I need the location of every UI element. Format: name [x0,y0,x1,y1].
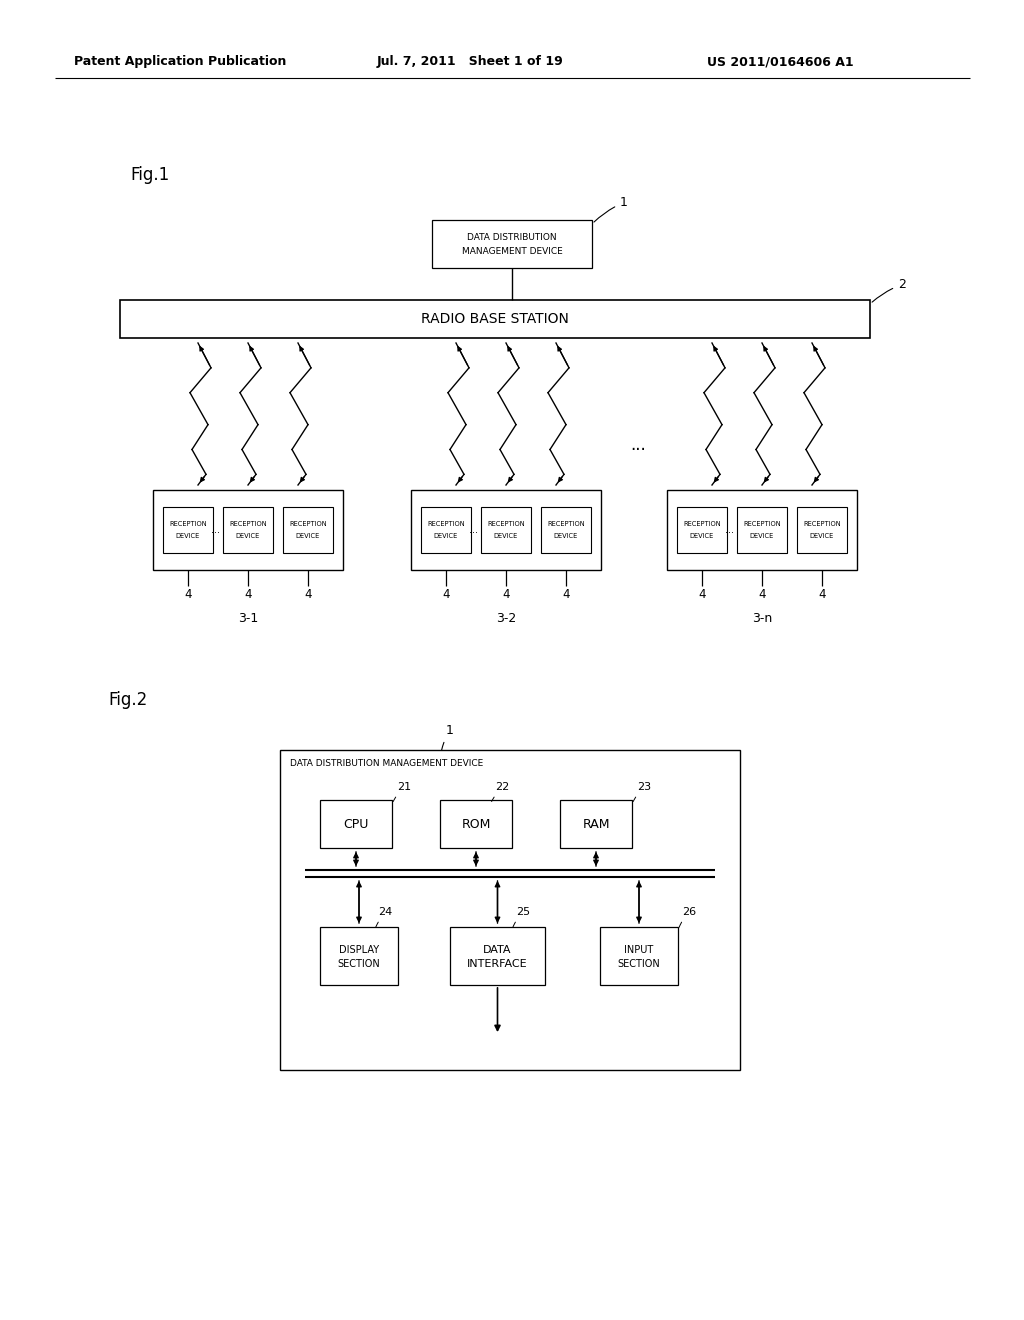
Text: DEVICE: DEVICE [494,533,518,539]
Text: INTERFACE: INTERFACE [467,960,527,969]
Text: INPUT: INPUT [625,945,653,954]
Text: RECEPTION: RECEPTION [803,521,841,527]
Text: US 2011/0164606 A1: US 2011/0164606 A1 [707,55,853,69]
Text: 24: 24 [376,907,393,928]
Text: RECEPTION: RECEPTION [487,521,525,527]
Bar [153,490,343,570]
Text: DEVICE: DEVICE [434,533,458,539]
Text: 4: 4 [502,589,510,602]
Text: 1: 1 [594,195,628,222]
Bar [600,927,678,985]
Bar [223,507,273,553]
Text: DEVICE: DEVICE [690,533,714,539]
Text: SECTION: SECTION [338,960,380,969]
Text: RECEPTION: RECEPTION [289,521,327,527]
Text: DEVICE: DEVICE [750,533,774,539]
Bar [440,800,512,847]
Bar [737,507,787,553]
Text: RECEPTION: RECEPTION [427,521,465,527]
Text: RAM: RAM [583,817,609,830]
Text: MANAGEMENT DEVICE: MANAGEMENT DEVICE [462,247,562,256]
Bar [163,507,213,553]
Text: DATA: DATA [483,945,512,954]
Text: RECEPTION: RECEPTION [683,521,721,527]
Text: Patent Application Publication: Patent Application Publication [74,55,286,69]
Text: 3-1: 3-1 [238,611,258,624]
Text: ...: ... [469,525,478,535]
Text: DEVICE: DEVICE [296,533,321,539]
Text: 4: 4 [442,589,450,602]
Text: ...: ... [212,525,220,535]
Bar [541,507,591,553]
Text: DATA DISTRIBUTION: DATA DISTRIBUTION [467,232,557,242]
Text: RECEPTION: RECEPTION [169,521,207,527]
Text: DATA DISTRIBUTION MANAGEMENT DEVICE: DATA DISTRIBUTION MANAGEMENT DEVICE [290,759,483,768]
Bar [450,927,545,985]
Text: 4: 4 [245,589,252,602]
Text: 25: 25 [513,907,529,928]
Bar [421,507,471,553]
Text: DEVICE: DEVICE [236,533,260,539]
Text: DEVICE: DEVICE [176,533,200,539]
Text: 4: 4 [698,589,706,602]
Text: 4: 4 [818,589,825,602]
Text: SECTION: SECTION [617,960,660,969]
Text: RECEPTION: RECEPTION [547,521,585,527]
Text: Jul. 7, 2011   Sheet 1 of 19: Jul. 7, 2011 Sheet 1 of 19 [377,55,563,69]
Text: Fig.2: Fig.2 [108,690,147,709]
Text: 4: 4 [562,589,569,602]
Text: DISPLAY: DISPLAY [339,945,379,954]
Bar [319,800,392,847]
Text: CPU: CPU [343,817,369,830]
Bar [560,800,632,847]
Text: RADIO BASE STATION: RADIO BASE STATION [421,312,569,326]
Bar [481,507,531,553]
Bar [280,750,740,1071]
Text: DEVICE: DEVICE [554,533,579,539]
Text: 3-2: 3-2 [496,611,516,624]
Text: 3-n: 3-n [752,611,772,624]
Bar [120,300,870,338]
Text: 1: 1 [441,723,454,750]
Bar [677,507,727,553]
Text: ROM: ROM [462,817,490,830]
Text: ...: ... [630,436,646,454]
Text: Fig.1: Fig.1 [130,166,169,183]
Text: 26: 26 [679,907,696,928]
Text: 2: 2 [872,279,906,302]
Text: ...: ... [725,525,734,535]
Text: 4: 4 [184,589,191,602]
Text: RECEPTION: RECEPTION [743,521,781,527]
Text: 4: 4 [758,589,766,602]
Bar [667,490,857,570]
Bar [283,507,333,553]
Bar [797,507,847,553]
Bar [411,490,601,570]
Text: 4: 4 [304,589,311,602]
Text: RECEPTION: RECEPTION [229,521,267,527]
Text: 23: 23 [633,781,651,801]
Text: 21: 21 [393,781,411,801]
Text: 22: 22 [492,781,510,801]
Bar [432,220,592,268]
Bar [319,927,398,985]
Text: DEVICE: DEVICE [810,533,835,539]
